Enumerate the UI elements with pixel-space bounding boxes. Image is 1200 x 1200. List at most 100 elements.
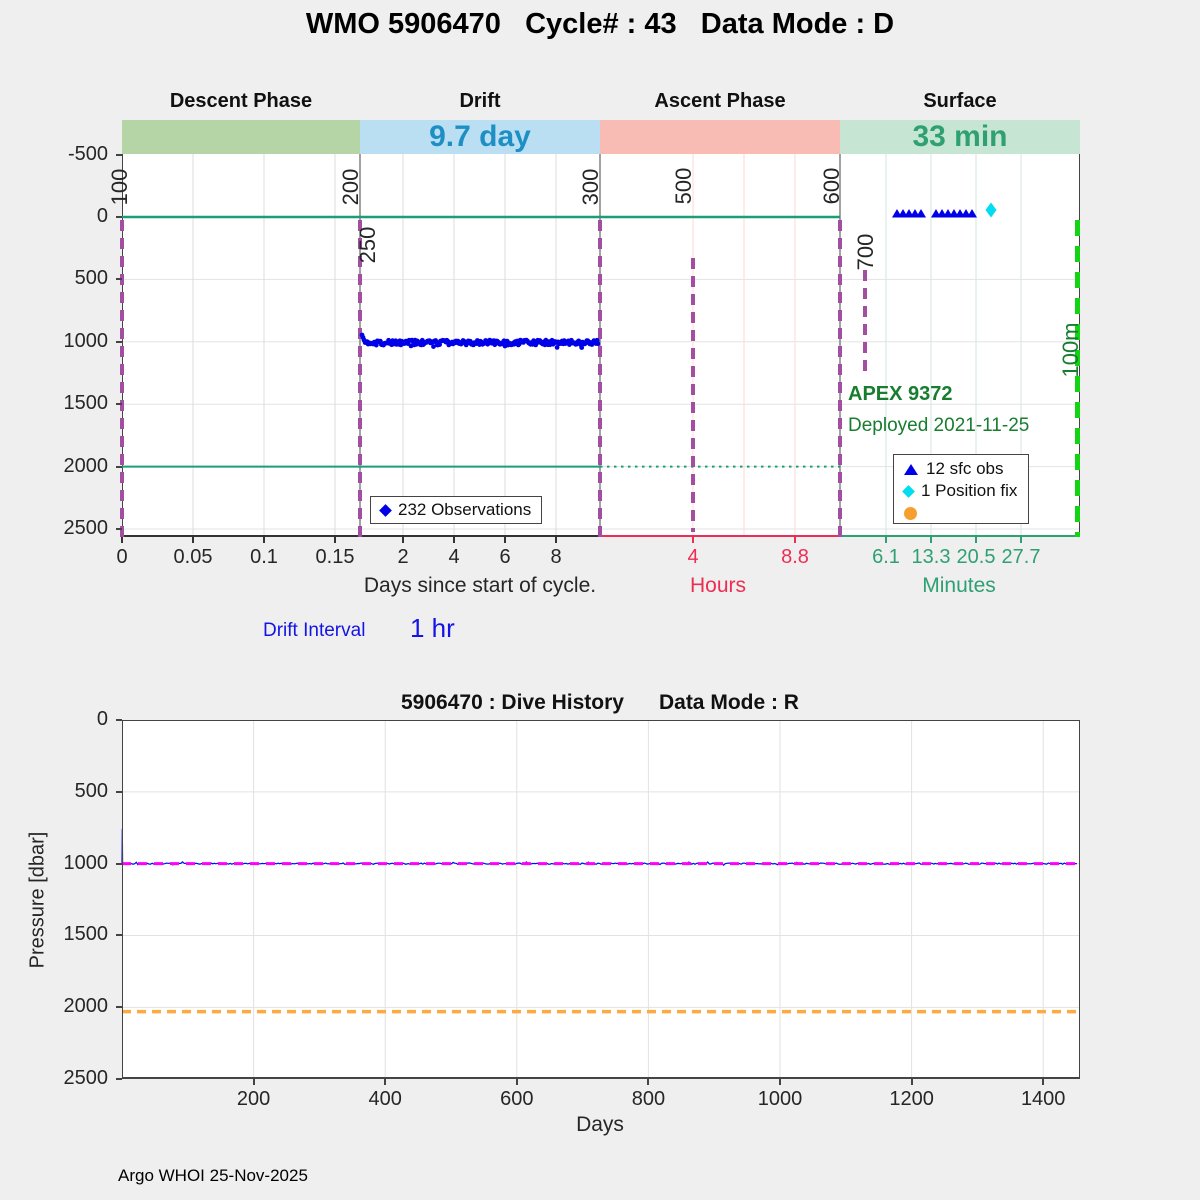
y-tick-label: 500 [74, 267, 108, 290]
phase-title: Drift [459, 90, 501, 112]
drift-interval-value: 1 hr [410, 613, 455, 643]
phase-title: Surface [923, 90, 997, 112]
position-fix-legend-label: 1 Position fix [921, 481, 1018, 500]
x-tick-label: 13.3 [911, 546, 951, 568]
tick-mark [504, 537, 506, 543]
event-line-label: 250 [355, 226, 380, 264]
tick-mark [192, 537, 194, 543]
y-tick-label: 500 [74, 779, 108, 802]
tick-mark [116, 862, 122, 865]
phase-duration-label: 33 min [912, 120, 1008, 153]
y-tick-label: 2500 [63, 517, 109, 539]
drift-interval-label: Drift Interval [263, 620, 366, 641]
tick-mark [975, 537, 977, 543]
tick-mark [116, 1078, 122, 1081]
surface-legend: 12 sfc obs 1 Position fix [893, 454, 1029, 524]
dive-chart-canvas [121, 720, 1080, 1079]
x-tick-label: 8 [550, 546, 562, 568]
x-tick-label: 0.15 [315, 546, 355, 568]
observation-point [595, 341, 601, 347]
phase-band: 33 min [840, 120, 1080, 154]
event-line-label: 500 [671, 167, 696, 205]
x-tick-label: 20.5 [956, 546, 996, 568]
x-tick-label: 8.8 [781, 546, 809, 568]
tick-mark [116, 465, 122, 468]
tick-mark [116, 790, 122, 793]
surface-legend-row: 12 sfc obs [894, 458, 1028, 480]
tick-mark [453, 537, 455, 543]
x-tick-label: 1200 [889, 1088, 934, 1110]
dive-history-title: 5906470 : Dive History Data Mode : R [401, 691, 799, 714]
phase-title: Ascent Phase [654, 90, 786, 112]
y-tick-label: -500 [67, 142, 108, 165]
y-tick-label: 0 [96, 708, 108, 730]
tick-mark [116, 216, 122, 218]
minutes-axis-caption: Minutes [922, 574, 996, 597]
hours-axis-caption: Hours [689, 574, 747, 597]
tick-mark [647, 1079, 650, 1085]
tick-mark [794, 537, 796, 543]
x-tick-label: 6.1 [872, 546, 900, 568]
y-tick-label: 2000 [63, 995, 109, 1018]
tick-mark [1042, 1079, 1045, 1085]
tick-mark [116, 719, 122, 721]
x-tick-label: 800 [631, 1088, 666, 1110]
y-tick-label: 1000 [63, 851, 109, 874]
tick-mark [116, 1006, 122, 1009]
drift-observations [359, 332, 601, 350]
event-line-label: 700 [853, 233, 878, 271]
footer-credit: Argo WHOI 25-Nov-2025 [118, 1166, 308, 1185]
orange-circle-icon [904, 506, 917, 520]
observations-legend: 232 Observations [370, 496, 542, 524]
observation-point [554, 345, 560, 350]
tick-mark [252, 1079, 255, 1085]
page-title: WMO 5906470 Cycle# : 43 Data Mode : D [305, 8, 895, 40]
observations-legend-marker [379, 503, 392, 517]
tick-mark [555, 537, 557, 543]
tick-mark [334, 537, 336, 543]
sfc-obs-triangle [967, 209, 977, 218]
y-tick-label: 2000 [63, 454, 109, 477]
x-tick-label: 0 [116, 546, 128, 568]
position-fix-diamond [985, 202, 997, 218]
event-line-label: 200 [338, 168, 363, 206]
x-tick-label: 4 [448, 546, 460, 568]
x-tick-label: 400 [368, 1088, 402, 1110]
tick-mark [779, 1079, 781, 1085]
tick-mark [1020, 537, 1022, 543]
tick-mark [116, 403, 122, 406]
x-tick-label: 4 [687, 546, 699, 568]
x-tick-label: 1400 [1020, 1088, 1066, 1110]
y-tick-label: 1000 [63, 329, 109, 352]
phase-band: 9.7 day [360, 120, 600, 154]
event-line-label: 100 [107, 168, 132, 206]
dive-pressure-line [121, 828, 1077, 867]
tick-mark [116, 340, 122, 343]
tick-mark [121, 537, 123, 543]
event-line-label: 600 [819, 167, 844, 205]
phase-title: Descent Phase [169, 90, 313, 112]
float-model-label: APEX 9372 [848, 383, 953, 405]
surface-legend-row: 1 Position fix [894, 480, 1028, 502]
observation-point [492, 342, 498, 348]
x-tick-label: 6 [499, 546, 511, 568]
x-tick-label: 200 [236, 1088, 271, 1110]
tick-mark [116, 153, 122, 156]
next-cycle-label: 100m [1058, 322, 1080, 378]
tick-mark [116, 934, 122, 937]
tick-mark [116, 278, 122, 281]
event-line-label: 300 [578, 168, 603, 206]
tick-mark [692, 537, 694, 543]
y-tick-label: 1500 [63, 923, 109, 946]
observations-legend-label: 232 Observations [398, 500, 532, 519]
days-axis-label: Days [576, 1113, 624, 1136]
tick-mark [515, 1079, 518, 1085]
x-tick-label: 600 [500, 1088, 534, 1110]
surface-legend-row [894, 502, 1028, 524]
x-tick-label: 0.1 [250, 546, 278, 568]
tick-mark [384, 1079, 387, 1085]
deployed-date-label: Deployed 2021-11-25 [848, 415, 1030, 436]
phase-duration-label: 9.7 day [429, 120, 531, 153]
phase-band [122, 120, 360, 154]
position-fix-diamond-icon [902, 484, 915, 498]
